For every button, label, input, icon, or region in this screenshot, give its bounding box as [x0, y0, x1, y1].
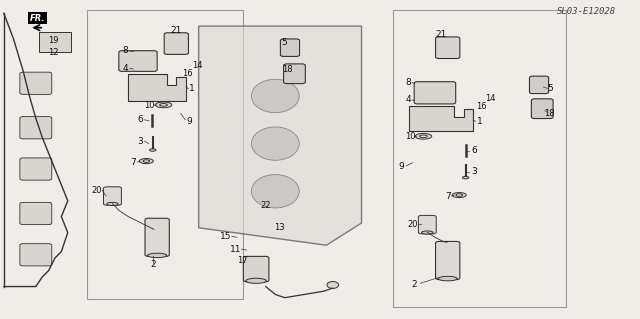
Text: 7: 7	[131, 158, 136, 167]
Text: 20: 20	[92, 186, 102, 195]
Text: 22: 22	[260, 201, 271, 210]
Ellipse shape	[252, 127, 300, 160]
Text: 15: 15	[220, 232, 232, 241]
Polygon shape	[198, 26, 362, 245]
Ellipse shape	[463, 176, 468, 179]
Text: 14: 14	[484, 94, 495, 103]
FancyBboxPatch shape	[436, 241, 460, 279]
Polygon shape	[129, 74, 186, 101]
Text: 5: 5	[547, 85, 553, 93]
Text: 9: 9	[398, 162, 404, 171]
FancyBboxPatch shape	[414, 82, 456, 104]
Text: 11: 11	[230, 245, 241, 254]
Text: 8: 8	[405, 78, 411, 87]
Ellipse shape	[422, 231, 433, 234]
Text: 16: 16	[476, 102, 486, 111]
Text: 21: 21	[171, 26, 182, 35]
FancyBboxPatch shape	[20, 244, 52, 266]
Text: 2: 2	[412, 279, 417, 288]
Text: 21: 21	[436, 31, 447, 40]
Text: 20: 20	[407, 220, 418, 229]
Ellipse shape	[160, 104, 168, 106]
Text: 13: 13	[275, 223, 285, 232]
Text: 19: 19	[48, 36, 58, 45]
Text: 12: 12	[48, 48, 58, 57]
Text: FR.: FR.	[30, 14, 45, 23]
Text: 2: 2	[150, 260, 156, 270]
Text: SL03-E12028: SL03-E12028	[557, 7, 616, 16]
Text: 18: 18	[545, 109, 556, 118]
Ellipse shape	[415, 133, 432, 139]
Text: 1: 1	[189, 85, 195, 93]
Text: 18: 18	[282, 65, 292, 74]
Text: 7: 7	[445, 191, 451, 201]
Text: 3: 3	[137, 137, 143, 145]
Ellipse shape	[150, 149, 156, 151]
FancyBboxPatch shape	[119, 51, 157, 71]
Ellipse shape	[107, 202, 118, 205]
Text: 8: 8	[122, 46, 128, 56]
Polygon shape	[87, 10, 243, 299]
FancyBboxPatch shape	[20, 202, 52, 225]
Text: 6: 6	[471, 146, 477, 155]
Ellipse shape	[140, 159, 154, 164]
Ellipse shape	[156, 102, 172, 108]
Ellipse shape	[438, 276, 458, 281]
FancyBboxPatch shape	[164, 33, 188, 54]
Ellipse shape	[252, 174, 300, 208]
Text: 3: 3	[471, 167, 477, 176]
FancyBboxPatch shape	[20, 72, 52, 94]
Text: 10: 10	[143, 101, 154, 110]
FancyBboxPatch shape	[529, 76, 548, 93]
Polygon shape	[410, 106, 473, 131]
Ellipse shape	[143, 160, 150, 162]
Polygon shape	[39, 33, 71, 51]
Ellipse shape	[420, 135, 428, 137]
FancyBboxPatch shape	[419, 215, 436, 234]
FancyBboxPatch shape	[531, 99, 553, 119]
Text: 6: 6	[137, 115, 143, 124]
FancyBboxPatch shape	[145, 218, 170, 256]
Text: 4: 4	[122, 64, 128, 73]
FancyBboxPatch shape	[104, 187, 122, 205]
Text: 10: 10	[405, 132, 416, 141]
FancyBboxPatch shape	[20, 158, 52, 180]
Polygon shape	[394, 10, 566, 307]
FancyBboxPatch shape	[284, 64, 305, 84]
FancyBboxPatch shape	[280, 39, 300, 56]
Text: 4: 4	[405, 95, 411, 104]
Ellipse shape	[148, 253, 167, 258]
FancyBboxPatch shape	[20, 117, 52, 139]
Ellipse shape	[452, 193, 467, 197]
Text: 14: 14	[192, 61, 203, 70]
Text: 17: 17	[237, 256, 248, 265]
Text: 9: 9	[186, 117, 192, 126]
Text: 5: 5	[282, 38, 287, 47]
FancyBboxPatch shape	[436, 37, 460, 58]
Text: 1: 1	[477, 117, 483, 126]
FancyBboxPatch shape	[243, 256, 269, 282]
Ellipse shape	[327, 281, 339, 288]
Text: 16: 16	[182, 69, 193, 78]
Ellipse shape	[252, 79, 300, 113]
Ellipse shape	[456, 194, 463, 196]
Ellipse shape	[246, 278, 266, 283]
